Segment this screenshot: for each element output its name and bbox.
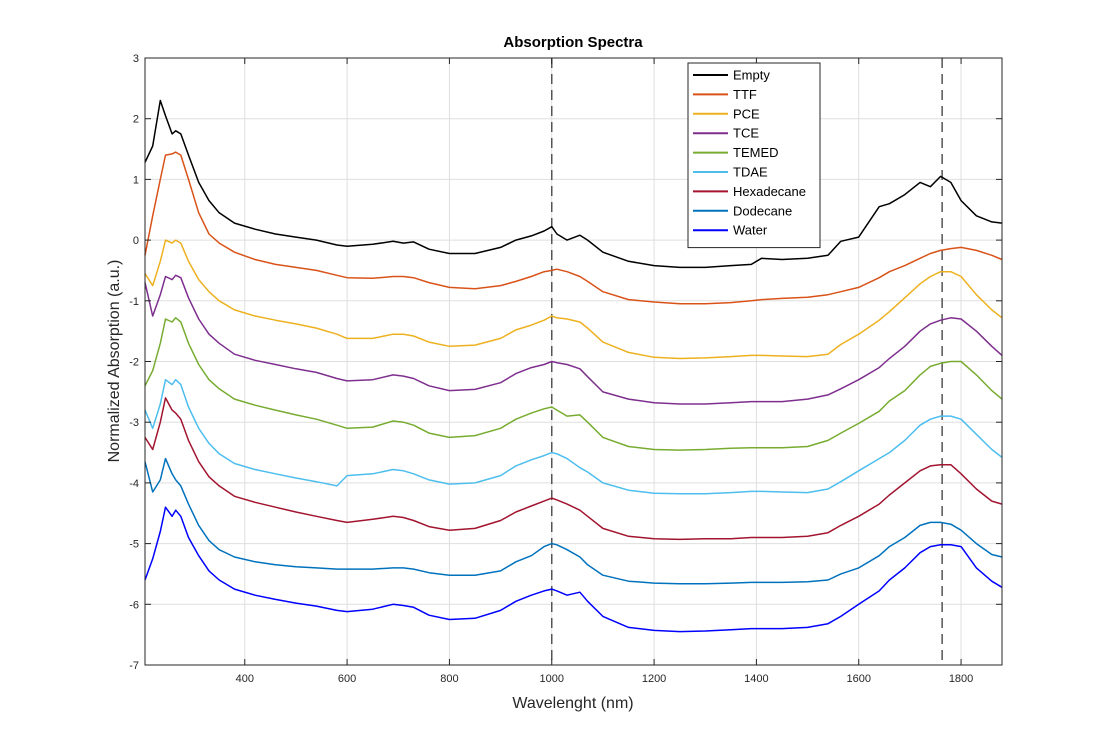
x-tick-label: 600: [338, 673, 356, 685]
x-tick-label: 800: [440, 673, 458, 685]
y-tick-label: -4: [129, 478, 139, 490]
series-line-pce: [144, 239, 1003, 360]
series-line-ttf: [144, 151, 1003, 305]
x-tick-label: 400: [236, 673, 254, 685]
x-tick-label: 1000: [540, 673, 564, 685]
y-tick-label: 0: [133, 235, 139, 247]
y-tick-label: -3: [129, 417, 139, 429]
series-line-water: [144, 506, 1003, 633]
series-line-dodecane: [144, 457, 1003, 585]
y-tick-label: -1: [129, 296, 139, 308]
legend-label: Dodecane: [733, 203, 792, 218]
legend-label: Hexadecane: [733, 184, 806, 199]
series-line-hexadecane: [144, 397, 1003, 541]
y-tick-label: -6: [129, 599, 139, 611]
legend-label: Empty: [733, 68, 770, 83]
x-axis-label: Wavelenght (nm): [512, 695, 633, 712]
legend-label: TEMED: [733, 145, 779, 160]
series-line-temed: [144, 317, 1003, 451]
series-line-tce: [144, 274, 1003, 405]
reference-lines: [551, 58, 943, 665]
y-tick-label: 3: [133, 53, 139, 65]
legend: Empty TTF PCE TCE TEMED TDAE Hexadecane Dodecan…: [687, 62, 821, 249]
series-line-tdae: [144, 378, 1003, 495]
x-tick-label: 1200: [642, 673, 666, 685]
series-group: [144, 99, 1003, 633]
x-tick-label: 1400: [744, 673, 768, 685]
x-tick-label: 1800: [949, 673, 973, 685]
ticks: 400 600 800 1000 1200 1400 1600 1800 -7 -6 -5 -4 -3 -…: [129, 53, 1002, 685]
y-tick-label: -5: [129, 539, 139, 551]
chart-title: Absorption Spectra: [503, 34, 643, 51]
y-tick-label: 1: [133, 174, 139, 186]
series-line-empty: [144, 99, 1003, 269]
legend-label: Water: [733, 223, 768, 238]
legend-label: TTF: [733, 87, 757, 102]
legend-label: PCE: [733, 106, 760, 121]
legend-label: TDAE: [733, 165, 768, 180]
y-tick-label: -7: [129, 660, 139, 672]
legend-label: TCE: [733, 126, 759, 141]
y-axis-label: Normalized Absorption (a.u.): [106, 260, 123, 463]
y-tick-label: -2: [129, 357, 139, 369]
y-tick-label: 2: [133, 114, 139, 126]
x-tick-label: 1600: [846, 673, 870, 685]
